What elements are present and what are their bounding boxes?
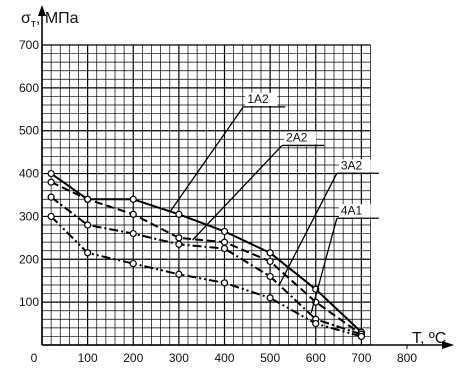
- series-line-2: [50, 181, 362, 336]
- data-point: [175, 270, 183, 278]
- series-lines: [50, 172, 363, 338]
- data-point: [266, 294, 274, 302]
- data-point: [84, 195, 92, 203]
- series-label: 3А2: [341, 158, 363, 172]
- y-tick-label: 100: [19, 295, 39, 309]
- data-point: [266, 249, 274, 257]
- callout-leader: [169, 106, 244, 213]
- axes: [38, 5, 454, 349]
- data-point: [129, 259, 137, 268]
- y-tick-label: 600: [19, 81, 39, 95]
- series-label: 1А2: [247, 92, 269, 106]
- callout-label-background: [338, 204, 371, 218]
- x-tick-label: 200: [123, 351, 143, 365]
- data-point: [266, 257, 274, 266]
- x-tick-label: 100: [78, 351, 98, 365]
- x-tick-label: 600: [306, 351, 326, 365]
- tick-labels: 100 200 300 400 500 600 700 800 100 200 300 400 500 6…: [19, 38, 417, 365]
- data-point: [84, 249, 92, 257]
- series-label: 4А1: [341, 203, 363, 217]
- series-line-1: [50, 172, 363, 333]
- data-point: [129, 229, 137, 238]
- data-point: [220, 227, 229, 236]
- x-tick-label: 400: [214, 351, 234, 365]
- data-point: [84, 221, 92, 229]
- x-tick-label: 800: [397, 351, 417, 365]
- data-point: [129, 195, 137, 203]
- series-callouts: 1А2 2А2 3А2 4А1: [169, 92, 379, 314]
- y-axis-arrow: [38, 5, 46, 16]
- data-point: [312, 319, 320, 328]
- y-tick-label: 400: [19, 167, 39, 181]
- x-tick-label: 300: [169, 351, 189, 365]
- y-axis-title: σт, МПа: [21, 10, 79, 30]
- series-line-3: [50, 196, 362, 336]
- x-tick-label: 500: [260, 351, 280, 365]
- callout-label-background: [245, 92, 278, 106]
- data-point: [220, 238, 229, 246]
- y-tick-label: 200: [19, 252, 39, 266]
- data-point: [47, 193, 55, 201]
- y-tick-label: 300: [19, 209, 39, 223]
- data-point: [47, 169, 55, 178]
- callout-label-background: [284, 131, 317, 145]
- callout-label-background: [338, 159, 371, 173]
- callout-leader: [192, 144, 283, 241]
- callout-leader: [310, 218, 338, 314]
- data-point: [175, 240, 183, 248]
- y-tick-label: 500: [19, 124, 39, 138]
- data-point: [129, 210, 137, 218]
- data-point: [47, 178, 55, 186]
- x-axis-arrow: [442, 341, 454, 349]
- grid: [41, 44, 371, 346]
- series-label: 2А2: [286, 130, 308, 144]
- callout-leader: [278, 172, 338, 286]
- data-point: [175, 210, 183, 218]
- data-point: [47, 212, 55, 221]
- data-point: [266, 272, 274, 281]
- x-origin-label: 0: [31, 351, 38, 365]
- y-tick-label: 700: [19, 38, 39, 52]
- x-tick-label: 700: [351, 351, 371, 365]
- data-point: [220, 244, 229, 253]
- x-axis-title: T, ºC: [412, 330, 446, 347]
- data-point: [220, 279, 229, 287]
- data-point: [357, 332, 365, 341]
- data-point: [175, 234, 183, 242]
